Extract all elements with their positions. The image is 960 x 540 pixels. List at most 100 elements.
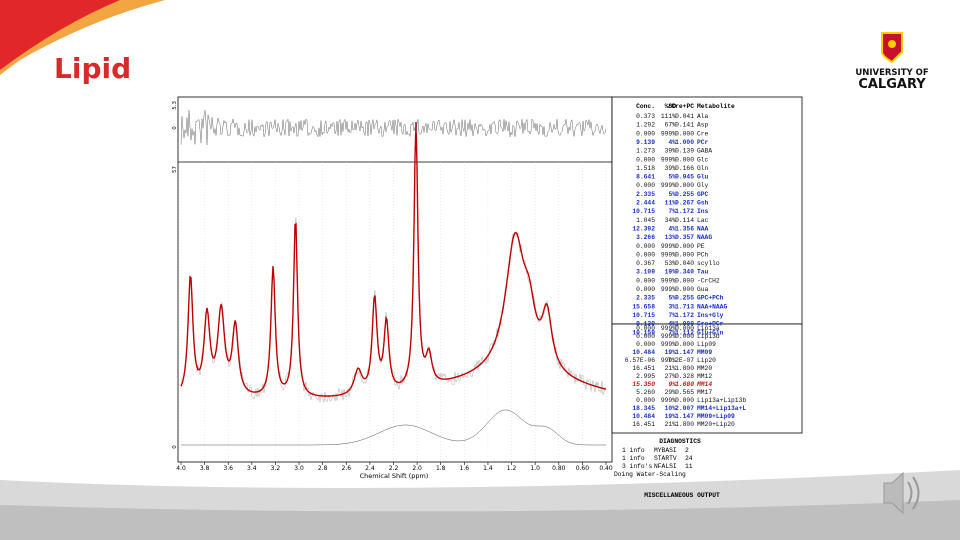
table-cell: Lip13b bbox=[697, 333, 720, 340]
table-cell: 4% bbox=[668, 225, 676, 232]
x-tick-label: 2.4 bbox=[365, 465, 375, 472]
table-cell: MM14 bbox=[696, 381, 712, 388]
table-cell: 999% bbox=[661, 243, 676, 250]
x-tick-label: 3.4 bbox=[247, 465, 257, 472]
table-cell: Lip09 bbox=[697, 341, 716, 348]
diagnostics-cell: 1 info bbox=[622, 447, 645, 454]
table-cell: 0.000 bbox=[636, 130, 655, 137]
table-cell: 1.147 bbox=[675, 349, 694, 356]
table-cell: NAAG bbox=[697, 234, 712, 241]
table-cell: 5% bbox=[668, 295, 676, 302]
table-cell: PCh bbox=[697, 251, 709, 258]
table-cell: 21% bbox=[665, 421, 677, 428]
table-cell: PE bbox=[697, 243, 705, 250]
x-tick-label: 3.2 bbox=[271, 465, 281, 472]
table-cell: 999% bbox=[661, 333, 676, 340]
table-cell: 0.000 bbox=[636, 243, 655, 250]
table-cell: 29% bbox=[665, 389, 677, 396]
table-cell: 10% bbox=[665, 405, 677, 412]
table-cell: PCr bbox=[697, 139, 709, 146]
table-cell: 0.000 bbox=[636, 333, 655, 340]
table-cell: 999% bbox=[661, 182, 676, 189]
spectrum: 4.0 3.8 3.6 3.4 3.2 3.0 2.8 2.6 2.4 2.2 2.0 1.8 1.6 1… bbox=[176, 110, 613, 472]
table-cell: 0.000 bbox=[636, 182, 655, 189]
table-cell: Lip13a bbox=[697, 325, 720, 332]
table-cell: 67% bbox=[665, 122, 677, 129]
table-cell: 0.000 bbox=[636, 277, 655, 284]
residual-axis-zero: 0 bbox=[172, 126, 178, 130]
table-cell: 18.345 bbox=[632, 405, 655, 412]
table-cell: GABA bbox=[697, 148, 712, 155]
x-tick-label: 0.80 bbox=[552, 465, 566, 472]
main-axis-zero: 0 bbox=[172, 445, 178, 449]
table-cell: 0.000 bbox=[675, 333, 694, 340]
table-cell: 53% bbox=[665, 260, 677, 267]
speaker-icon bbox=[883, 471, 920, 515]
x-tick-label: 2.8 bbox=[318, 465, 328, 472]
table-cell: scyllo bbox=[697, 260, 720, 267]
table-cell: MM09+Lip09 bbox=[697, 413, 735, 420]
table-cell: 1.273 bbox=[636, 148, 655, 155]
diagnostics-cell: 24 bbox=[685, 455, 693, 462]
table-cell: Gsh bbox=[697, 200, 709, 207]
table-cell: NAA+NAAG bbox=[697, 303, 727, 310]
table-cell: 0.000 bbox=[636, 325, 655, 332]
table-cell: 0.000 bbox=[675, 182, 694, 189]
residual-axis-top: 5.3 bbox=[172, 101, 178, 110]
diagnostics-cell: STARTV bbox=[654, 455, 677, 462]
table-cell: 2.995 bbox=[636, 373, 655, 380]
table-cell: 1.147 bbox=[675, 413, 694, 420]
table-cell: 999% bbox=[661, 286, 676, 293]
table-cell: 34% bbox=[665, 217, 677, 224]
table-cell: 0.255 bbox=[675, 191, 694, 198]
table-cell: 4% bbox=[668, 321, 676, 328]
fit-line bbox=[180, 121, 607, 397]
table-header: Metabolite bbox=[697, 103, 735, 110]
table-cell: 1.680 bbox=[675, 381, 694, 388]
diagnostics-title: DIAGNOSTICS bbox=[659, 438, 701, 445]
table-cell: 16.451 bbox=[632, 421, 655, 428]
table-cell: 0.114 bbox=[675, 217, 694, 224]
table-cell: MM20+Lip20 bbox=[697, 421, 735, 428]
table-cell: 3.266 bbox=[636, 234, 655, 241]
table-cell: 2.335 bbox=[636, 191, 655, 198]
table-cell: 19% bbox=[665, 413, 677, 420]
table-block1 bbox=[611, 96, 803, 325]
logo-line2: CALGARY bbox=[858, 77, 926, 92]
x-tick-label: 1.2 bbox=[507, 465, 517, 472]
table-cell: 1.800 bbox=[675, 365, 694, 372]
table-block2 bbox=[611, 323, 803, 434]
table-cell: 0.328 bbox=[675, 373, 694, 380]
table-cell: GPC+PCh bbox=[697, 295, 724, 302]
table-cell: MM09 bbox=[697, 349, 712, 356]
table-cell: 2.444 bbox=[636, 200, 655, 207]
table-cell: 999% bbox=[661, 277, 676, 284]
diagnostics-note: Doing Water-Scaling bbox=[614, 471, 686, 478]
table-cell: 19% bbox=[665, 269, 677, 276]
misc-title: MISCELLANEOUS OUTPUT bbox=[644, 492, 720, 499]
diagnostics-cell: MYBASI bbox=[654, 447, 677, 454]
swoosh-gray-dark bbox=[0, 500, 960, 540]
table-cell: 1.292 bbox=[636, 122, 655, 129]
table-cell: 10.715 bbox=[632, 208, 655, 215]
slide-title: Lipid bbox=[54, 52, 131, 85]
table-cell: 1.356 bbox=[675, 225, 694, 232]
table-cell: 9% bbox=[668, 381, 677, 388]
table-cell: MM20 bbox=[697, 365, 712, 372]
table-cell: 0.255 bbox=[675, 295, 694, 302]
x-tick-label: 1.4 bbox=[483, 465, 493, 472]
table-cell: 1.713 bbox=[675, 303, 694, 310]
table-cell: 0.040 bbox=[675, 260, 694, 267]
table-cell: 0.000 bbox=[675, 251, 694, 258]
table-cell: Asp bbox=[697, 122, 709, 129]
x-tick-label: 1.8 bbox=[436, 465, 446, 472]
table-cell: 1.518 bbox=[636, 165, 655, 172]
logo: UNIVERSITY OF CALGARY bbox=[855, 32, 929, 92]
table-cell: 0.340 bbox=[675, 269, 694, 276]
table-cell: 27% bbox=[665, 373, 677, 380]
table-cell: 999% bbox=[661, 397, 676, 404]
table-cell: 7% bbox=[668, 208, 676, 215]
table-cell: 21% bbox=[665, 365, 677, 372]
table-cell: 0.000 bbox=[675, 286, 694, 293]
